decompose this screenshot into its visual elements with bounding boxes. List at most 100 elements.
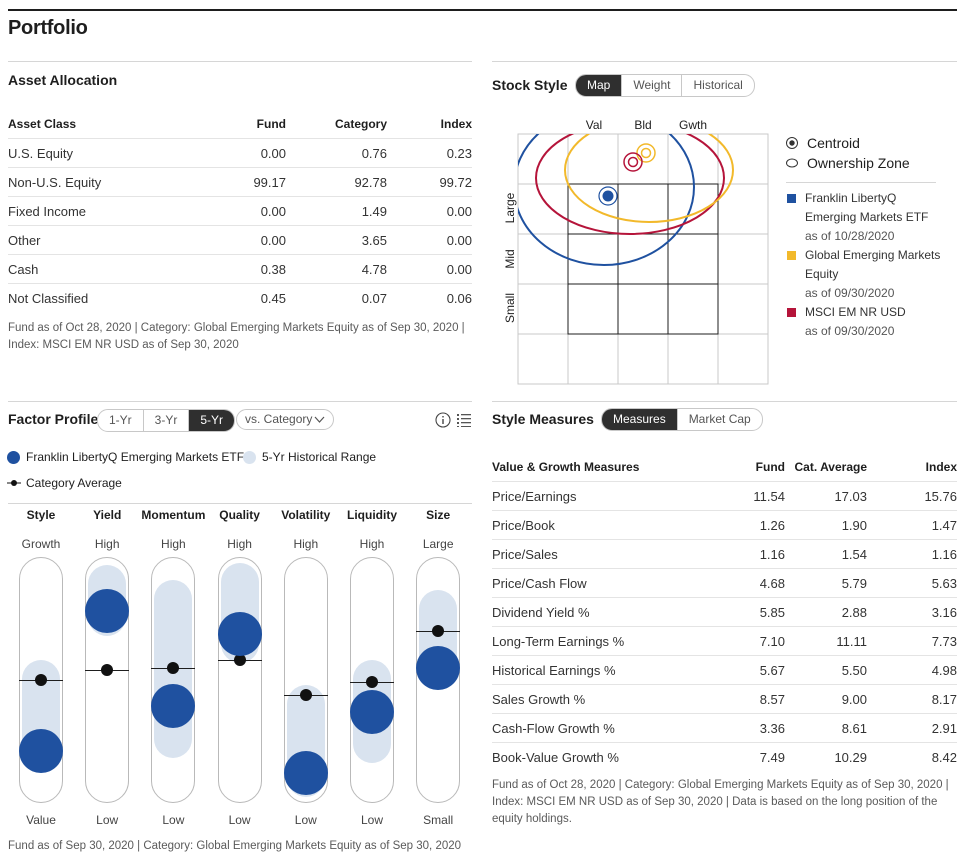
row-label: Dividend Yield % [492, 597, 712, 627]
cell-value: 92.78 [286, 167, 387, 197]
category-average-marker [167, 661, 180, 674]
cell-value: 0.76 [286, 138, 387, 168]
column-header: Index [440, 117, 472, 131]
chevron-down-icon [314, 416, 325, 423]
cell-value: 0.07 [286, 283, 387, 312]
cell-value: 1.26 [712, 510, 785, 540]
factor-period-tabs: 1-Yr 3-Yr 5-Yr [97, 409, 236, 432]
cell-value: 5.79 [785, 568, 867, 598]
row-label: Historical Earnings % [492, 655, 712, 685]
factor-top-label: High [227, 537, 252, 551]
measure-row: Price/Book 1.26 1.90 1.47 [492, 510, 957, 540]
legend-fund-label: Franklin LibertyQ Emerging Markets ETF [26, 450, 245, 464]
legend-category-date: as of 09/30/2020 [805, 286, 895, 300]
cell-value: 0.00 [387, 254, 472, 284]
style-measures-title: Style Measures [492, 411, 594, 427]
measure-row: Sales Growth % 8.57 9.00 8.17 [492, 684, 957, 714]
factor-top-label: Large [422, 537, 454, 551]
info-icon[interactable] [435, 412, 451, 428]
compare-select[interactable]: vs. Category [236, 409, 334, 430]
row-label: Long-Term Earnings % [492, 626, 712, 656]
cell-value: 7.49 [712, 742, 785, 771]
page-title: Portfolio [8, 17, 88, 39]
cell-value: 2.88 [785, 597, 867, 627]
tab-1yr[interactable]: 1-Yr [109, 413, 132, 427]
cell-value: 11.54 [712, 481, 785, 511]
style-box-map [517, 133, 769, 385]
divider [786, 182, 936, 183]
factor-track [151, 557, 196, 803]
asset-allocation-footnote: Fund as of Oct 28, 2020 | Category: Glob… [8, 322, 465, 351]
factor-name: Liquidity [347, 508, 397, 522]
cell-value: 9.00 [785, 684, 867, 714]
row-label: Cash-Flow Growth % [492, 713, 712, 743]
cell-value: 0.06 [387, 283, 472, 312]
legend-category-marker [7, 480, 21, 486]
factor-name: Yield [93, 508, 122, 522]
fund-factor-dot [350, 690, 394, 735]
divider [8, 401, 472, 402]
cell-value: 1.49 [286, 196, 387, 226]
cell-value: 3.16 [867, 597, 957, 627]
asset-class-row: Fixed Income 0.00 1.49 0.00 [8, 196, 472, 226]
fund-factor-dot [283, 750, 328, 795]
measure-row: Historical Earnings % 5.67 5.50 4.98 [492, 655, 957, 685]
col-label-bld: Bld [634, 118, 652, 132]
tab-weight[interactable]: Weight [621, 75, 681, 96]
tab-measures[interactable]: Measures [602, 409, 677, 430]
factor-profile-footnote: Fund as of Sep 30, 2020 | Category: Glob… [8, 840, 462, 852]
measure-row: Long-Term Earnings % 7.10 11.11 7.73 [492, 626, 957, 656]
cell-value: 15.76 [867, 481, 957, 511]
style-grid [517, 133, 769, 385]
tab-market-cap[interactable]: Market Cap [676, 409, 762, 430]
cell-value: 8.57 [712, 684, 785, 714]
factor-name: Style [26, 508, 56, 522]
legend-fund-dot [7, 451, 20, 464]
index-centroid-ring [623, 152, 643, 172]
divider [8, 503, 472, 504]
tab-map[interactable]: Map [576, 75, 622, 96]
tab-3yr[interactable]: 3-Yr [142, 410, 189, 431]
factor-bottom-label: Value [26, 813, 56, 827]
cell-value: 0.00 [387, 225, 472, 255]
legend-centroid: Centroid [807, 135, 860, 151]
cell-value: 1.47 [867, 510, 957, 540]
tab-historical[interactable]: Historical [681, 75, 753, 96]
legend-index-date: as of 09/30/2020 [805, 324, 895, 338]
fund-factor-dot [217, 611, 262, 656]
col-label-val: Val [585, 118, 603, 132]
column-header: Index [925, 460, 957, 474]
cell-value: 1.90 [785, 510, 867, 540]
factor-bottom-label: Low [294, 813, 317, 827]
cell-value: 0.00 [188, 138, 286, 168]
factor-top-label: High [293, 537, 319, 551]
category-ownership-zone [564, 134, 734, 223]
cell-value: 3.65 [286, 225, 387, 255]
row-label: Price/Sales [492, 539, 712, 569]
cell-value: 5.85 [712, 597, 785, 627]
style-measures-tabs: Measures Market Cap [601, 408, 763, 431]
factor-name: Quality [219, 508, 260, 522]
legend-ownership-zone: Ownership Zone [807, 155, 910, 171]
factor-top-label: High [359, 537, 385, 551]
compare-select-value: vs. Category [245, 412, 313, 426]
row-label-large: Large [503, 192, 517, 224]
asset-class-row: U.S. Equity 0.00 0.76 0.23 [8, 138, 472, 168]
fund-centroid [602, 190, 614, 202]
cell-value: 0.00 [387, 196, 472, 226]
factor-top-label: High [161, 537, 186, 551]
table-view-icon[interactable] [457, 413, 471, 427]
style-measures-footnote: Fund as of Oct 28, 2020 | Category: Glob… [492, 779, 949, 825]
category-average-marker [299, 688, 312, 701]
factor-top-label: High [94, 537, 120, 551]
centroid-icon [786, 137, 798, 149]
asset-class-row: Cash 0.38 4.78 0.00 [8, 254, 472, 284]
cell-value: 0.38 [188, 254, 286, 284]
legend-range-label: 5-Yr Historical Range [262, 450, 377, 464]
cell-value: 7.10 [712, 626, 785, 656]
column-header: Cat. Average [794, 460, 867, 474]
fund-ownership-zone [518, 134, 695, 266]
row-label-mid: Mid [503, 249, 517, 269]
legend-fund-name: Franklin LibertyQ Emerging Markets ETF [805, 191, 929, 224]
tab-5yr[interactable]: 5-Yr [188, 410, 235, 431]
